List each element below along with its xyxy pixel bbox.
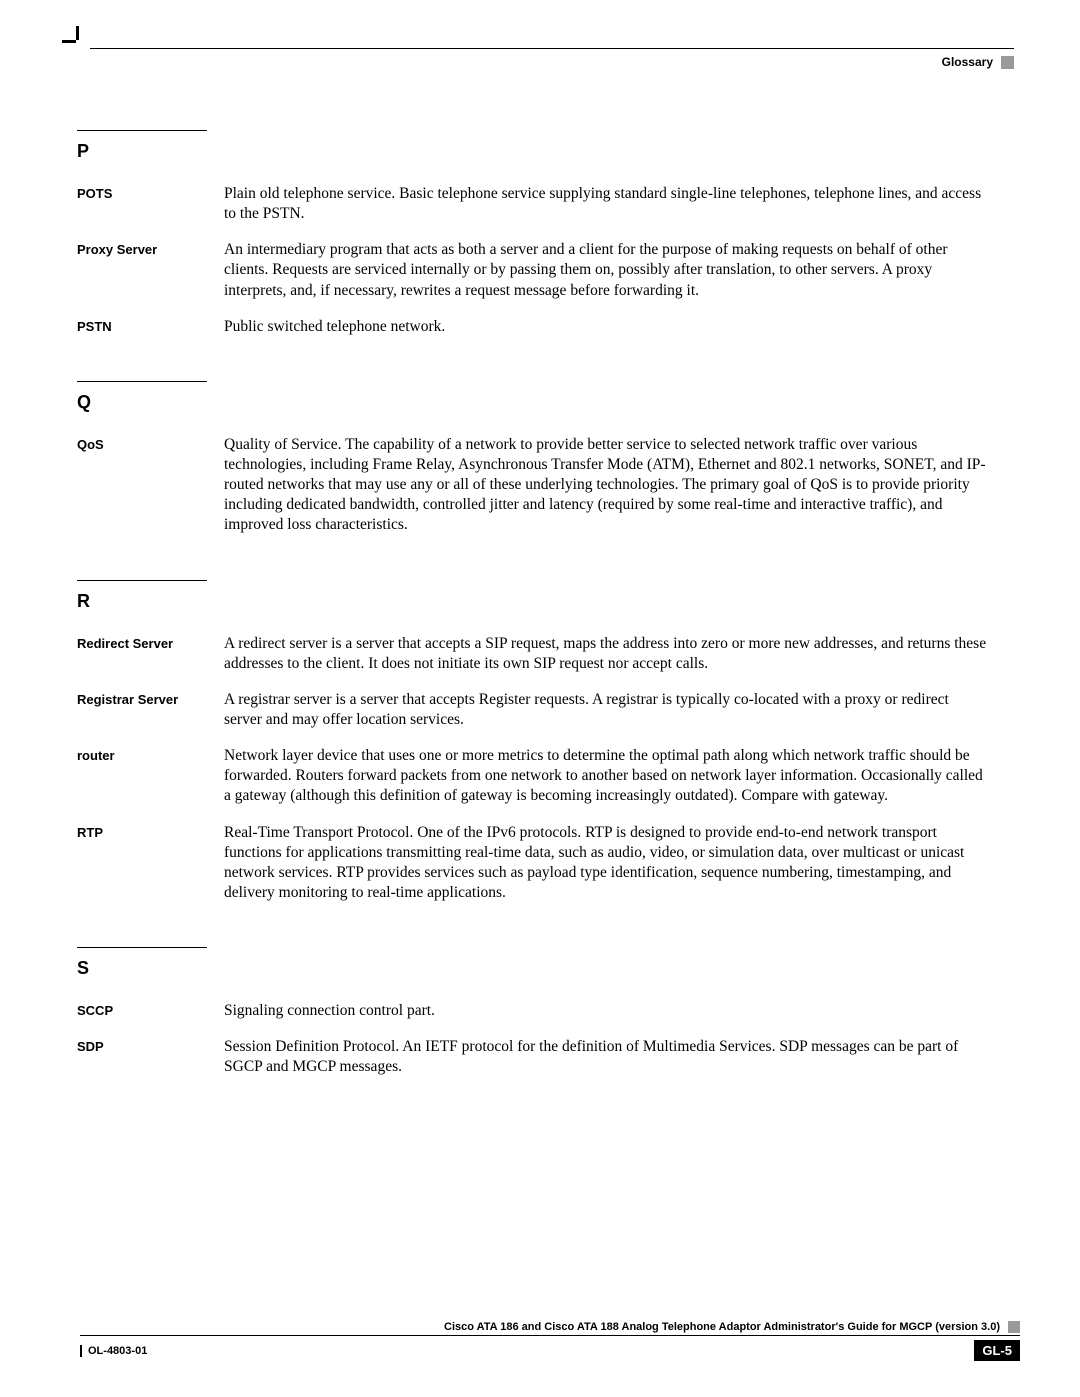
glossary-definition: Plain old telephone service. Basic telep… (224, 184, 990, 224)
glossary-term: Registrar Server (77, 690, 224, 707)
glossary-section-q: Q QoS Quality of Service. The capability… (77, 381, 990, 536)
glossary-term: RTP (77, 823, 224, 840)
glossary-definition: Real-Time Transport Protocol. One of the… (224, 823, 990, 904)
glossary-term: SCCP (77, 1001, 224, 1018)
glossary-definition: Public switched telephone network. (224, 317, 990, 337)
glossary-term: PSTN (77, 317, 224, 334)
glossary-entry: SDP Session Definition Protocol. An IETF… (77, 1037, 990, 1077)
glossary-entry: Redirect Server A redirect server is a s… (77, 634, 990, 674)
glossary-definition: Network layer device that uses one or mo… (224, 746, 990, 806)
glossary-term: router (77, 746, 224, 763)
footer-divider (80, 1335, 1020, 1336)
section-letter: Q (77, 392, 990, 413)
footer-decorative-square (1008, 1321, 1020, 1333)
header-label: Glossary (942, 55, 993, 69)
glossary-section-p: P POTS Plain old telephone service. Basi… (77, 130, 990, 337)
glossary-definition: Session Definition Protocol. An IETF pro… (224, 1037, 990, 1077)
glossary-entry: SCCP Signaling connection control part. (77, 1001, 990, 1021)
section-divider (77, 580, 207, 581)
section-divider (77, 947, 207, 948)
section-letter: S (77, 958, 990, 979)
glossary-term: Proxy Server (77, 240, 224, 257)
glossary-term: Redirect Server (77, 634, 224, 651)
page-header: Glossary (90, 48, 1014, 69)
glossary-definition: Quality of Service. The capability of a … (224, 435, 990, 536)
page-footer: Cisco ATA 186 and Cisco ATA 188 Analog T… (80, 1321, 1020, 1361)
glossary-definition: An intermediary program that acts as bot… (224, 240, 990, 300)
section-letter: R (77, 591, 990, 612)
footer-page-number: GL-5 (974, 1340, 1020, 1361)
glossary-entry: router Network layer device that uses on… (77, 746, 990, 806)
footer-title: Cisco ATA 186 and Cisco ATA 188 Analog T… (444, 1321, 1000, 1333)
glossary-entry: POTS Plain old telephone service. Basic … (77, 184, 990, 224)
glossary-entry: PSTN Public switched telephone network. (77, 317, 990, 337)
section-divider (77, 381, 207, 382)
glossary-section-r: R Redirect Server A redirect server is a… (77, 580, 990, 904)
glossary-definition: A registrar server is a server that acce… (224, 690, 990, 730)
section-letter: P (77, 141, 990, 162)
glossary-content: P POTS Plain old telephone service. Basi… (77, 130, 990, 1122)
glossary-definition: A redirect server is a server that accep… (224, 634, 990, 674)
glossary-section-s: S SCCP Signaling connection control part… (77, 947, 990, 1077)
footer-tick-mark (80, 1345, 82, 1357)
glossary-entry: Registrar Server A registrar server is a… (77, 690, 990, 730)
glossary-term: QoS (77, 435, 224, 452)
header-decorative-square (1001, 56, 1014, 69)
glossary-entry: Proxy Server An intermediary program tha… (77, 240, 990, 300)
footer-bottom-row: OL-4803-01 GL-5 (80, 1340, 1020, 1361)
glossary-entry: RTP Real-Time Transport Protocol. One of… (77, 823, 990, 904)
footer-document-number: OL-4803-01 (80, 1345, 147, 1357)
glossary-definition: Signaling connection control part. (224, 1001, 990, 1021)
glossary-term: SDP (77, 1037, 224, 1054)
footer-docnum-text: OL-4803-01 (88, 1345, 147, 1357)
glossary-entry: QoS Quality of Service. The capability o… (77, 435, 990, 536)
footer-title-row: Cisco ATA 186 and Cisco ATA 188 Analog T… (80, 1321, 1020, 1333)
glossary-term: POTS (77, 184, 224, 201)
section-divider (77, 130, 207, 131)
